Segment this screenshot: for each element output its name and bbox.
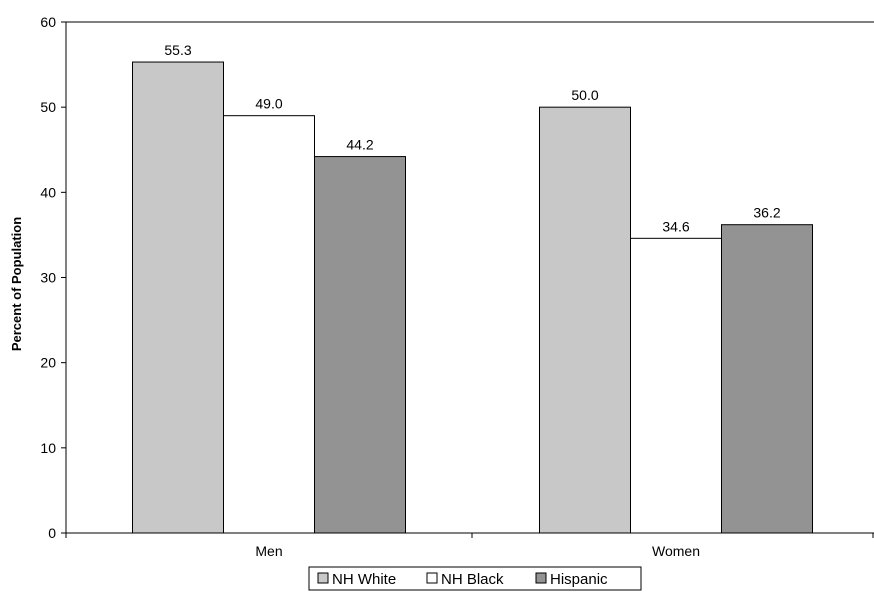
bar-men-nh-white: [132, 61, 224, 534]
bar-data-label: 55.3: [164, 42, 191, 58]
y-tick-label: 20: [40, 355, 56, 371]
legend-label: NH Black: [441, 571, 504, 588]
x-category-label: Men: [255, 543, 282, 559]
y-tick-label: 40: [40, 184, 56, 200]
legend-swatch: [535, 572, 547, 584]
legend-swatch: [317, 572, 329, 584]
bar-data-label: 34.6: [662, 218, 689, 234]
y-axis-ticks: 0 10 20 30 40 50 60: [40, 14, 874, 541]
bar-data-labels: 55.3 49.0 44.2 50.0 34.6 36.2: [164, 42, 780, 234]
y-tick-label: 30: [40, 270, 56, 286]
y-axis-label: Percent of Population: [9, 217, 24, 351]
y-tick-label: 0: [48, 525, 56, 541]
x-axis-category-labels: Men Women: [255, 543, 700, 559]
y-tick-label: 60: [40, 14, 56, 30]
legend-box: [308, 566, 642, 591]
bar-men-nh-black: [223, 115, 315, 534]
y-tick-label: 10: [40, 440, 56, 456]
legend: NH White NH Black Hispanic: [308, 566, 642, 591]
y-tick-label: 50: [40, 99, 56, 115]
bar-men-hispanic: [314, 156, 406, 534]
bar-data-label: 44.2: [346, 137, 373, 153]
legend-label: Hispanic: [550, 571, 608, 588]
x-category-label: Women: [652, 543, 700, 559]
bars: [132, 61, 813, 534]
bar-women-nh-white: [539, 106, 631, 534]
bar-women-hispanic: [721, 224, 813, 534]
bar-data-label: 50.0: [571, 87, 598, 103]
bar-women-nh-black: [630, 237, 722, 534]
bar-data-label: 49.0: [255, 96, 282, 112]
bar-data-label: 36.2: [753, 205, 780, 221]
legend-swatch: [426, 572, 438, 584]
legend-label: NH White: [332, 571, 396, 588]
